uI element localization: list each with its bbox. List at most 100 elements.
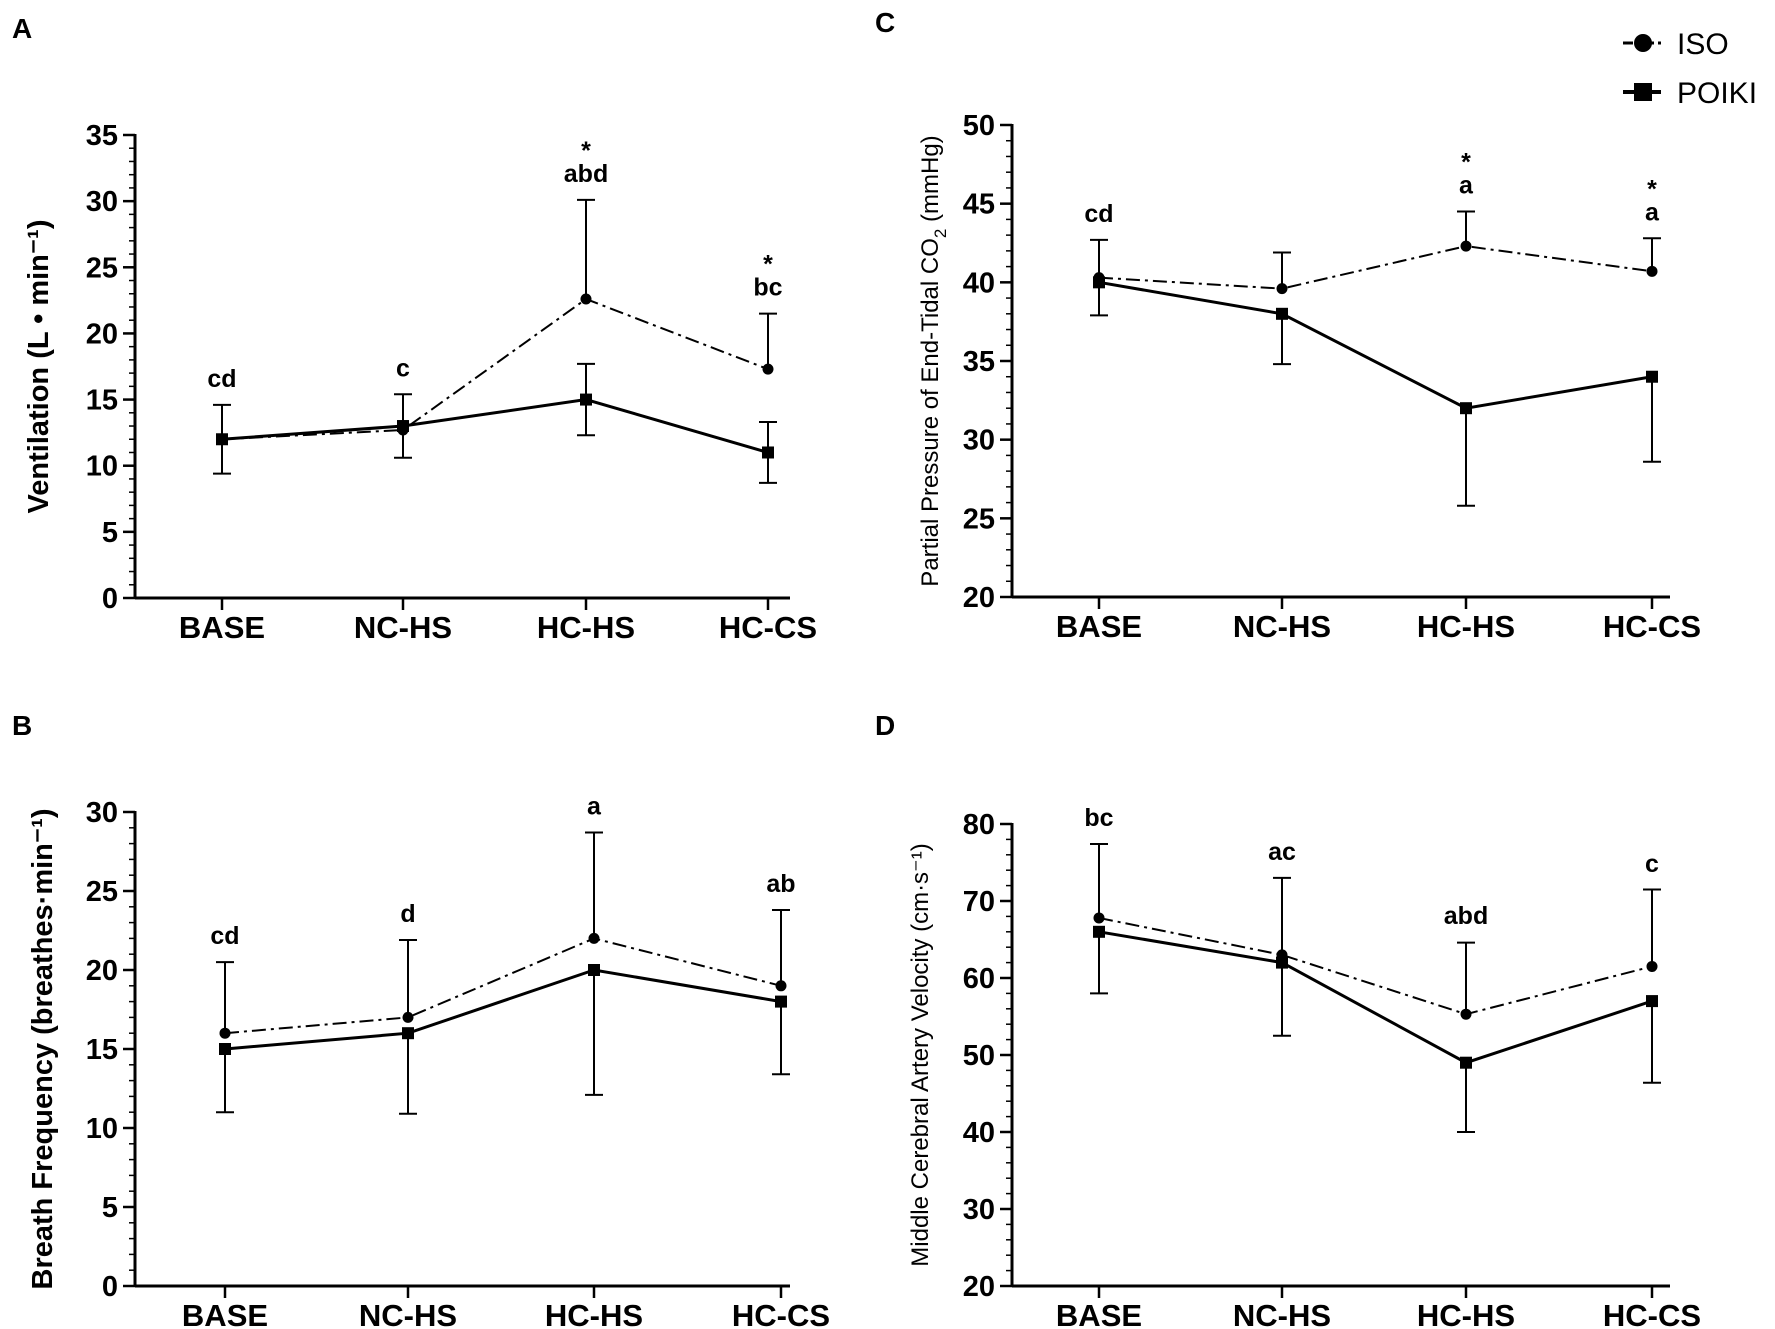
panel-letter-b: B	[12, 710, 32, 741]
y-axis-title-c: Partial Pressure of End-Tidal CO2 (mmHg)	[917, 135, 950, 586]
series-line-iso	[1098, 916, 1653, 1016]
y-tick-label-b: 0	[102, 1271, 118, 1303]
significance-label: ab	[766, 870, 795, 898]
series-line-poiki	[1098, 930, 1653, 1065]
data-point-iso	[402, 1011, 414, 1023]
y-tick-label-c: 40	[963, 267, 995, 299]
y-tick-label-c: 35	[963, 346, 995, 378]
legend-marker-poiki	[1634, 83, 1652, 101]
x-tick-label-d: BASE	[1056, 1298, 1142, 1329]
x-tick-label-a: HC-CS	[719, 610, 817, 645]
panel-a: A 0 5 10 15 20 25 30 35 BASE NC-HS HC-HS HC-CS Ventil…	[12, 13, 817, 645]
significance-asterisk: *	[581, 137, 591, 165]
significance-label: a	[1459, 172, 1474, 200]
data-point-poiki	[762, 446, 774, 459]
y-tick-label-d: 70	[963, 886, 995, 918]
y-tick-label-c: 20	[963, 582, 995, 614]
data-point-iso	[219, 1027, 231, 1039]
series-line-iso	[1098, 245, 1653, 290]
y-tick-label-a: 35	[86, 120, 118, 152]
data-point-iso	[1276, 283, 1288, 295]
y-axis-title-b: Breath Frequency (breathes·min⁻¹)	[27, 808, 59, 1289]
significance-asterisk: *	[1647, 175, 1657, 203]
y-tick-label-a: 10	[86, 451, 118, 483]
x-tick-label-b: NC-HS	[359, 1298, 457, 1329]
x-tick-label-b: HC-CS	[732, 1298, 830, 1329]
series-line-iso	[221, 297, 769, 441]
data-point-poiki	[588, 964, 600, 976]
x-tick-label-b: HC-HS	[545, 1298, 643, 1329]
x-tick-label-d: HC-CS	[1603, 1298, 1701, 1329]
significance-label: ac	[1268, 838, 1296, 866]
data-point-iso	[775, 980, 787, 992]
x-tick-label-a: BASE	[179, 610, 265, 645]
y-tick-label-b: 25	[86, 876, 118, 908]
y-tick-label-a: 5	[102, 517, 118, 549]
data-point-poiki	[1276, 307, 1288, 320]
series-line-iso	[224, 937, 782, 1035]
data-point-iso	[1646, 265, 1658, 277]
data-point-iso	[588, 932, 600, 944]
y-tick-label-d: 20	[963, 1271, 995, 1303]
data-point-poiki	[1093, 276, 1105, 289]
significance-label: a	[587, 793, 602, 821]
y-tick-label-d: 80	[963, 809, 995, 841]
y-tick-label-b: 15	[86, 1034, 118, 1066]
data-point-iso	[1093, 912, 1105, 924]
y-axis-title-d: Middle Cerebral Artery Velocity (cm·s⁻¹)	[907, 843, 934, 1266]
data-point-poiki	[216, 433, 228, 446]
y-tick-label-a: 25	[86, 252, 118, 284]
significance-label: bc	[753, 274, 782, 302]
x-tick-label-b: BASE	[182, 1298, 268, 1329]
y-tick-label-d: 30	[963, 1194, 995, 1226]
x-tick-label-d: HC-HS	[1417, 1298, 1515, 1329]
panel-letter-c: C	[875, 7, 895, 38]
y-tick-label-a: 30	[86, 186, 118, 218]
significance-asterisk: *	[1461, 149, 1471, 177]
legend-label-poiki: POIKI	[1677, 77, 1757, 110]
significance-label: c	[1645, 850, 1659, 878]
legend-label-iso: ISO	[1677, 28, 1729, 61]
legend: ISO POIKI	[1623, 28, 1757, 110]
significance-label: abd	[1444, 902, 1488, 930]
y-tick-label-d: 60	[963, 963, 995, 995]
data-point-poiki	[1460, 1056, 1472, 1069]
significance-label: cd	[210, 922, 239, 950]
significance-label: bc	[1084, 804, 1113, 832]
data-point-iso	[1646, 960, 1658, 972]
y-tick-label-c: 50	[963, 110, 995, 142]
x-tick-label-d: NC-HS	[1233, 1298, 1331, 1329]
y-tick-label-b: 5	[102, 1192, 118, 1224]
x-tick-label-c: BASE	[1056, 609, 1142, 644]
data-point-iso	[762, 363, 774, 375]
panel-letter-a: A	[12, 13, 32, 44]
x-tick-label-c: HC-HS	[1417, 609, 1515, 644]
significance-label: cd	[207, 365, 236, 393]
y-tick-label-a: 0	[102, 583, 118, 615]
data-point-iso	[1460, 1008, 1472, 1020]
y-tick-label-c: 30	[963, 425, 995, 457]
data-point-poiki	[1646, 995, 1658, 1008]
y-tick-label-d: 50	[963, 1040, 995, 1072]
y-tick-label-c: 45	[963, 189, 995, 221]
x-tick-label-a: NC-HS	[354, 610, 452, 645]
significance-label: d	[400, 900, 415, 928]
series-line-poiki	[221, 398, 769, 454]
x-tick-label-c: NC-HS	[1233, 609, 1331, 644]
panel-c: C 20 25 30 35 40 45 50 BASE NC-HS HC-HS HC-CS Partia…	[875, 7, 1701, 644]
series-line-poiki	[224, 968, 782, 1051]
x-tick-label-c: HC-CS	[1603, 609, 1701, 644]
significance-label: a	[1645, 198, 1660, 226]
y-tick-label-d: 40	[963, 1117, 995, 1149]
data-point-poiki	[775, 995, 787, 1008]
y-tick-label-a: 20	[86, 318, 118, 350]
y-tick-label-b: 20	[86, 955, 118, 987]
data-point-poiki	[219, 1043, 231, 1055]
legend-marker-iso	[1634, 34, 1652, 52]
y-tick-label-c: 25	[963, 503, 995, 535]
data-point-poiki	[402, 1027, 414, 1040]
data-point-poiki	[1093, 925, 1105, 938]
data-point-iso	[580, 293, 592, 305]
panel-letter-d: D	[875, 710, 895, 741]
